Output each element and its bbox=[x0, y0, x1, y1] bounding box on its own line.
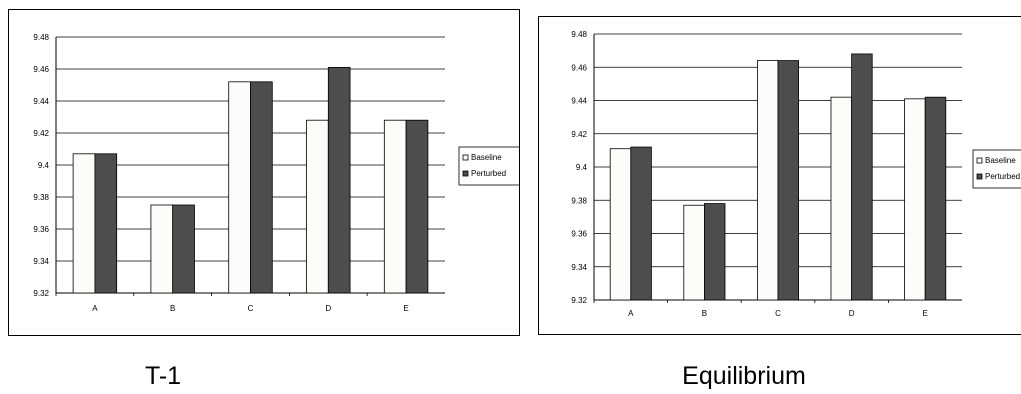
bar-perturbed-d bbox=[851, 53, 873, 301]
y-tick-label: 9.46 bbox=[571, 63, 587, 72]
bar-baseline-d bbox=[306, 119, 329, 294]
legend-label-baseline: Baseline bbox=[471, 153, 502, 162]
y-tick-label: 9.32 bbox=[33, 289, 49, 298]
bar-baseline-a bbox=[72, 153, 96, 294]
bar-perturbed-a bbox=[630, 146, 652, 301]
chart-panel-equilibrium: 9.32 9.34 9.36 9.38 9.4 9.42 9.44 9.46 9.48 A B C D E… bbox=[538, 16, 1021, 335]
x-tick-label: D bbox=[849, 309, 855, 318]
bar-perturbed-c bbox=[777, 60, 800, 301]
bar-baseline-e bbox=[383, 119, 407, 294]
y-tick-label: 9.48 bbox=[33, 33, 49, 42]
legend-swatch-baseline bbox=[462, 154, 469, 161]
x-tick-label: B bbox=[170, 304, 175, 313]
bar-perturbed-e bbox=[405, 119, 429, 294]
x-tick-label: A bbox=[92, 304, 98, 313]
x-tick-label: E bbox=[403, 304, 408, 313]
x-tick-label: B bbox=[702, 309, 707, 318]
y-tick-label: 9.38 bbox=[33, 193, 49, 202]
bar-perturbed-a bbox=[94, 153, 118, 294]
y-tick-label: 9.36 bbox=[571, 230, 587, 239]
x-tick-label: C bbox=[775, 309, 781, 318]
y-tick-label: 9.34 bbox=[571, 263, 587, 272]
bar-baseline-c bbox=[228, 81, 251, 294]
y-tick-label: 9.42 bbox=[571, 130, 587, 139]
bar-baseline-d bbox=[830, 96, 853, 301]
legend-label-perturbed: Perturbed bbox=[471, 169, 506, 178]
y-tick-label: 9.48 bbox=[571, 30, 587, 39]
bar-perturbed-b bbox=[703, 203, 726, 301]
bar-baseline-a bbox=[609, 148, 632, 301]
y-tick-label: 9.44 bbox=[33, 97, 49, 106]
bar-baseline-c bbox=[756, 60, 779, 301]
legend-label-baseline: Baseline bbox=[985, 156, 1016, 165]
legend-swatch-perturbed bbox=[462, 170, 469, 177]
y-tick-label: 9.42 bbox=[33, 129, 49, 138]
legend: Baseline Perturbed bbox=[458, 146, 519, 186]
y-tick-label: 9.38 bbox=[571, 196, 587, 205]
chart-t-1: 9.32 9.34 9.36 9.38 9.4 9.42 9.44 9.46 9.48 A B C D E… bbox=[33, 33, 519, 313]
y-tick-label: 9.46 bbox=[33, 65, 49, 74]
chart-panel-t-1: 9.32 9.34 9.36 9.38 9.4 9.42 9.44 9.46 9.48 A B C D E… bbox=[8, 9, 520, 336]
bar-perturbed-b bbox=[172, 204, 195, 294]
chart-caption-t-1: T-1 bbox=[144, 362, 182, 390]
bar-perturbed-c bbox=[250, 81, 273, 294]
x-tick-label: C bbox=[248, 304, 254, 313]
y-tick-label: 9.4 bbox=[38, 161, 50, 170]
y-tick-label: 9.34 bbox=[33, 257, 49, 266]
y-tick-label: 9.36 bbox=[33, 225, 49, 234]
legend-box bbox=[972, 149, 1021, 189]
y-tick-label: 9.4 bbox=[576, 163, 588, 172]
chart-caption-equilibrium: Equilibrium bbox=[682, 362, 806, 390]
bar-perturbed-e bbox=[924, 96, 947, 301]
legend-label-perturbed: Perturbed bbox=[985, 172, 1020, 181]
legend-swatch-perturbed bbox=[976, 173, 983, 180]
x-tick-label: A bbox=[628, 309, 634, 318]
y-tick-label: 9.44 bbox=[571, 97, 587, 106]
legend-box bbox=[458, 146, 519, 186]
y-tick-label: 9.32 bbox=[571, 296, 587, 305]
bar-baseline-b bbox=[150, 204, 174, 294]
legend-swatch-baseline bbox=[976, 157, 983, 164]
x-tick-label: E bbox=[923, 309, 928, 318]
legend: Baseline Perturbed bbox=[972, 149, 1021, 189]
chart-equilibrium: 9.32 9.34 9.36 9.38 9.4 9.42 9.44 9.46 9.48 A B C D E… bbox=[571, 30, 1021, 318]
x-tick-label: D bbox=[325, 304, 331, 313]
bar-baseline-b bbox=[683, 204, 705, 301]
bar-perturbed-d bbox=[327, 67, 351, 294]
bar-baseline-e bbox=[904, 98, 926, 301]
